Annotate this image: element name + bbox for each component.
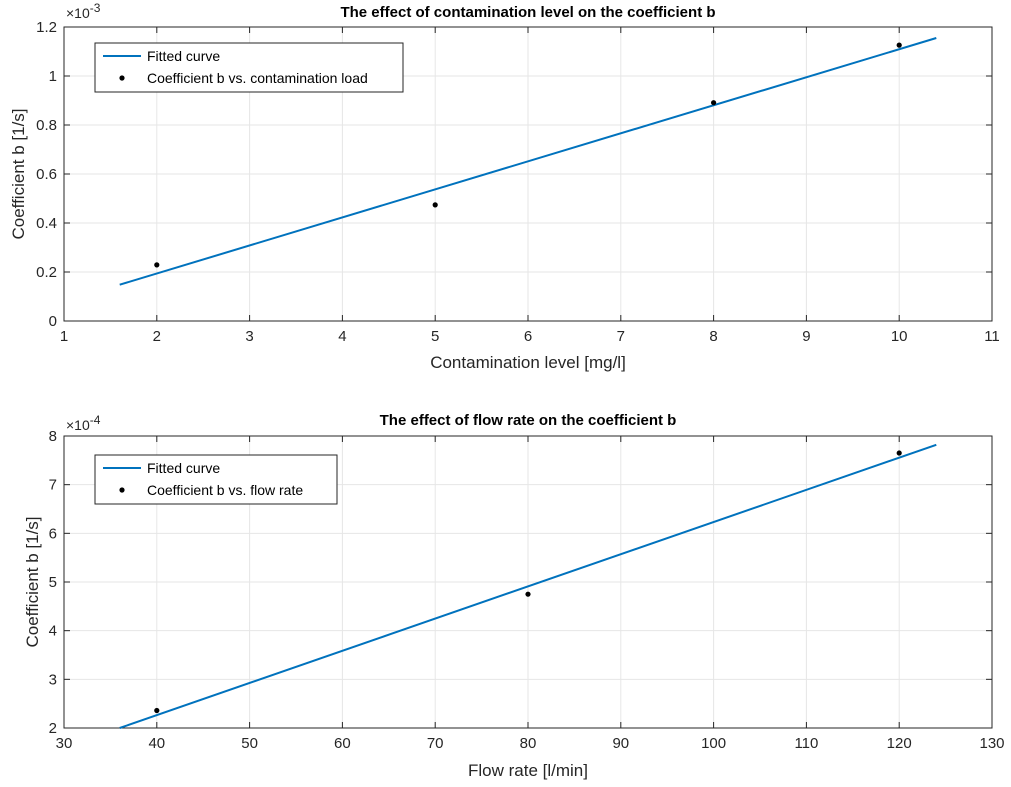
data-point <box>154 262 160 268</box>
y-tick-label: 2 <box>49 720 57 737</box>
y-tick-label: 0 <box>49 313 57 330</box>
x-tick-label: 70 <box>427 735 444 752</box>
legend-entry: Coefficient b vs. contamination load <box>147 70 368 86</box>
x-axis-label: Contamination level [mg/l] <box>430 353 626 372</box>
legend-box <box>94 42 404 93</box>
x-tick-label: 4 <box>338 328 346 345</box>
legend-entry: Fitted curve <box>147 48 220 64</box>
y-tick-label: 4 <box>49 623 57 640</box>
x-tick-label: 120 <box>887 735 912 752</box>
data-point <box>896 450 902 456</box>
x-tick-label: 8 <box>709 328 717 345</box>
y-tick-label: 1 <box>49 68 57 85</box>
y-tick-label: 5 <box>49 574 57 591</box>
series-line-fitted-curve <box>119 443 937 729</box>
x-tick-label: 10 <box>891 328 908 345</box>
chart-1: 1 2 3 4 5 6 7 8 9 10 11 0 0.2 0.4 0.6 0.8 1 1.2 ×10-3 The e… <box>9 1 1000 372</box>
x-tick-label: 40 <box>148 735 165 752</box>
x-tick-label: 60 <box>334 735 351 752</box>
y-tick-label: 0.2 <box>36 264 57 281</box>
x-tick-label: 2 <box>153 328 161 345</box>
x-axis-label: Flow rate [l/min] <box>468 761 588 780</box>
x-tick-label: 50 <box>241 735 258 752</box>
x-tick-label: 5 <box>431 328 439 345</box>
x-tick-label: 11 <box>984 328 1000 345</box>
y-exponent-label: ×10-4 <box>66 413 101 433</box>
x-tick-label: 3 <box>245 328 253 345</box>
y-tick-label: 7 <box>49 477 57 494</box>
legend-swatch-marker <box>119 75 125 81</box>
legend: Fitted curve Coefficient b vs. contaminat… <box>94 42 404 93</box>
data-point <box>525 591 531 597</box>
x-tick-label: 100 <box>701 735 726 752</box>
x-tick-label: 1 <box>60 328 68 345</box>
chart-2: 30 40 50 60 70 80 90 100 110 120 130 2 3 4 5 6 7 8 ×10-4 Th… <box>23 412 1005 780</box>
y-tick-label: 6 <box>49 525 57 542</box>
y-exponent-label: ×10-3 <box>66 1 101 21</box>
y-tick-label: 0.6 <box>36 166 57 183</box>
x-tick-label: 6 <box>524 328 532 345</box>
legend-entry: Coefficient b vs. flow rate <box>147 482 303 498</box>
chart-title: The effect of contamination level on the… <box>340 4 715 21</box>
x-tick-label: 9 <box>802 328 810 345</box>
y-tick-label: 0.4 <box>36 215 57 232</box>
x-tick-label: 90 <box>612 735 629 752</box>
x-tick-label: 80 <box>520 735 537 752</box>
series-line-fitted-curve <box>119 37 937 286</box>
legend-entry: Fitted curve <box>147 460 220 476</box>
x-tick-label: 130 <box>979 735 1004 752</box>
y-tick-label: 0.8 <box>36 117 57 134</box>
x-tick-label: 7 <box>617 328 625 345</box>
legend: Fitted curve Coefficient b vs. flow rate <box>94 454 338 505</box>
legend-swatch-marker <box>119 487 125 493</box>
y-tick-label: 1.2 <box>36 19 57 36</box>
data-point <box>711 100 717 106</box>
x-tick-label: 30 <box>56 735 73 752</box>
chart-title: The effect of flow rate on the coefficie… <box>380 412 677 429</box>
data-point <box>154 707 160 714</box>
y-tick-label: 3 <box>49 671 57 688</box>
data-point <box>432 202 438 208</box>
legend-box <box>94 454 338 505</box>
x-tick-label: 110 <box>794 735 818 752</box>
y-tick-label: 8 <box>49 428 57 445</box>
y-axis-label: Coefficient b [1/s] <box>23 516 42 647</box>
data-point <box>896 42 902 48</box>
y-axis-label: Coefficient b [1/s] <box>9 108 28 239</box>
